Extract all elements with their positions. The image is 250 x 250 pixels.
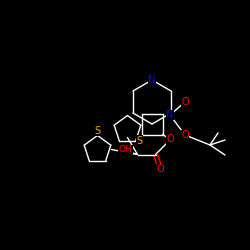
- Text: N: N: [166, 110, 174, 120]
- Text: N: N: [148, 75, 156, 85]
- Text: O: O: [157, 164, 164, 174]
- Text: S: S: [94, 126, 100, 136]
- Text: O: O: [181, 97, 189, 107]
- Text: OH: OH: [119, 145, 132, 154]
- Text: O: O: [167, 134, 174, 144]
- Text: O: O: [181, 130, 189, 140]
- Text: S: S: [137, 136, 143, 146]
